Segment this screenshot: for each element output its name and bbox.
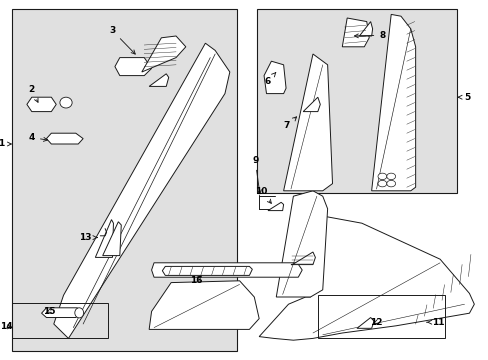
Circle shape xyxy=(386,180,395,187)
Text: 13: 13 xyxy=(79,233,97,242)
Polygon shape xyxy=(142,36,185,72)
Polygon shape xyxy=(41,308,81,318)
Polygon shape xyxy=(27,97,56,112)
Ellipse shape xyxy=(60,97,72,108)
Text: 5: 5 xyxy=(457,93,469,102)
Polygon shape xyxy=(259,216,473,340)
Bar xyxy=(12,303,107,338)
Circle shape xyxy=(377,180,386,187)
Polygon shape xyxy=(102,222,121,256)
Bar xyxy=(317,295,444,338)
Polygon shape xyxy=(162,266,252,275)
Polygon shape xyxy=(303,97,320,112)
Text: 16: 16 xyxy=(190,276,203,284)
Polygon shape xyxy=(342,18,368,47)
Text: 7: 7 xyxy=(283,117,296,130)
Text: 11: 11 xyxy=(426,318,444,327)
Bar xyxy=(12,9,237,351)
Bar xyxy=(256,9,456,193)
Polygon shape xyxy=(149,281,259,329)
Polygon shape xyxy=(54,43,229,338)
Polygon shape xyxy=(95,220,113,257)
Text: 2: 2 xyxy=(29,85,38,102)
Polygon shape xyxy=(46,133,83,144)
Text: 8: 8 xyxy=(354,31,385,40)
Ellipse shape xyxy=(75,308,83,318)
Polygon shape xyxy=(283,54,332,191)
Polygon shape xyxy=(290,252,315,265)
Polygon shape xyxy=(264,61,285,94)
Text: 3: 3 xyxy=(109,26,135,54)
Text: 10: 10 xyxy=(255,187,271,203)
Polygon shape xyxy=(356,318,373,328)
Polygon shape xyxy=(149,74,168,86)
Text: 9: 9 xyxy=(251,156,261,194)
Polygon shape xyxy=(359,22,372,36)
Text: 14: 14 xyxy=(0,323,12,331)
Circle shape xyxy=(377,173,386,180)
Circle shape xyxy=(386,173,395,180)
Polygon shape xyxy=(371,14,415,191)
Text: 1: 1 xyxy=(0,139,11,148)
Text: 12: 12 xyxy=(369,318,382,327)
Polygon shape xyxy=(267,202,283,211)
Polygon shape xyxy=(151,263,302,277)
Text: 4: 4 xyxy=(28,133,47,142)
Text: 15: 15 xyxy=(42,307,55,316)
Text: 6: 6 xyxy=(264,72,275,85)
Polygon shape xyxy=(115,58,151,76)
Polygon shape xyxy=(276,191,327,297)
